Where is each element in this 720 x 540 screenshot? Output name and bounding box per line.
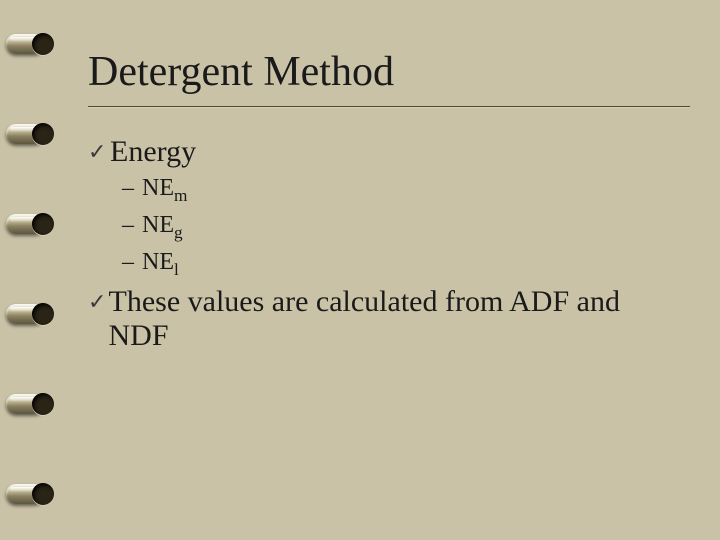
check-icon: ✓	[88, 291, 109, 313]
binder-ring	[6, 30, 54, 58]
subbullet-label: NEl	[142, 249, 179, 280]
subbullet-nem: – NEm	[122, 175, 648, 206]
subbullet-label: NEm	[142, 175, 187, 206]
bullet-calc: ✓ These values are calculated from ADF a…	[88, 285, 648, 353]
slide-content: Detergent Method ✓ Energy – NEm – NEg – …	[88, 48, 690, 359]
ring-binder	[0, 0, 60, 540]
slide-body: ✓ Energy – NEm – NEg – NEl ✓ These value…	[88, 135, 648, 353]
subbullet-nel: – NEl	[122, 249, 648, 280]
check-icon: ✓	[88, 141, 110, 163]
dash-icon: –	[122, 175, 142, 202]
binder-ring	[6, 210, 54, 238]
binder-ring	[6, 120, 54, 148]
binder-ring	[6, 480, 54, 508]
binder-ring	[6, 300, 54, 328]
dash-icon: –	[122, 212, 142, 239]
dash-icon: –	[122, 249, 142, 276]
subbullet-label: NEg	[142, 212, 183, 243]
bullet-energy: ✓ Energy	[88, 135, 648, 169]
binder-ring	[6, 390, 54, 418]
title-divider	[88, 106, 690, 107]
bullet-label: Energy	[110, 135, 196, 169]
bullet-label: These values are calculated from ADF and…	[109, 285, 649, 353]
subbullet-neg: – NEg	[122, 212, 648, 243]
slide-title: Detergent Method	[88, 48, 690, 96]
